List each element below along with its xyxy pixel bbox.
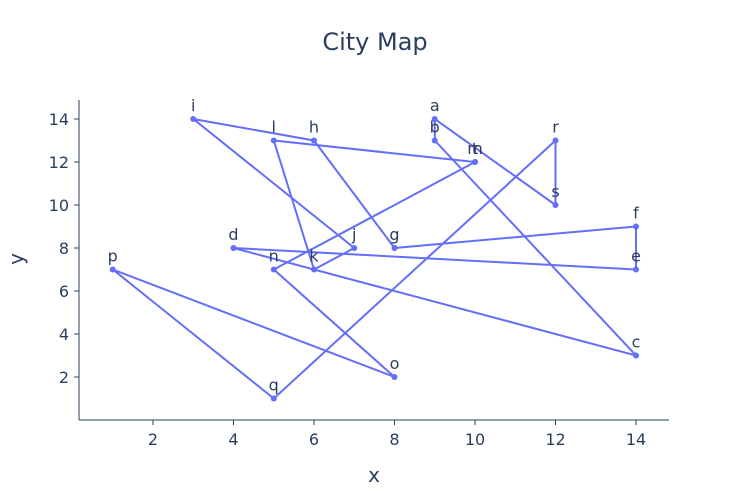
y-tick-label: 2 — [59, 368, 69, 387]
point-label-e: e — [631, 247, 641, 266]
y-tick-label: 8 — [59, 239, 69, 258]
point-r — [552, 137, 559, 144]
y-tick-label: 10 — [49, 196, 69, 215]
point-c — [633, 352, 639, 359]
point-label-a: a — [430, 96, 440, 115]
x-tick-label: 2 — [148, 430, 158, 449]
point-label-d: d — [228, 225, 238, 244]
y-tick-label: 6 — [59, 282, 69, 301]
x-axis-title: x — [368, 463, 380, 487]
point-s — [552, 202, 559, 208]
chart-title: City Map — [322, 28, 427, 56]
point-label-k: k — [309, 247, 319, 266]
point-o — [391, 374, 398, 380]
point-label-j: j — [351, 225, 356, 244]
point-q — [270, 395, 277, 402]
point-e — [633, 266, 639, 273]
point-d — [230, 245, 237, 251]
point-g — [391, 245, 398, 251]
point-t — [472, 159, 478, 165]
route-line — [111, 118, 637, 400]
point-i — [190, 116, 197, 122]
x-tick-label: 10 — [465, 430, 485, 449]
plot-area: 2 4 6 8 10 12 14 2 4 6 8 10 12 14 ab c d e f g h i j k l m n o p q r s t — [49, 96, 669, 449]
point-a — [431, 116, 438, 122]
point-label-i: i — [191, 96, 195, 115]
point-label-q: q — [269, 376, 279, 395]
y-tick-label: 12 — [49, 153, 69, 172]
point-label-m: m — [467, 139, 483, 158]
point-h — [311, 137, 317, 144]
point-label-r: r — [552, 118, 559, 137]
point-label-n: n — [269, 247, 279, 266]
point-f — [633, 223, 639, 230]
x-tick-label: 6 — [309, 430, 319, 449]
x-tick-label: 8 — [389, 430, 399, 449]
point-label-p: p — [108, 247, 118, 266]
point-label-h: h — [309, 118, 319, 137]
point-l — [270, 137, 277, 144]
point-label-f: f — [633, 204, 639, 223]
point-label-b: b — [430, 118, 440, 137]
point-label-t: t — [472, 139, 478, 158]
point-label-g: g — [389, 225, 399, 244]
point-label-l: l — [272, 118, 276, 137]
y-tick-label: 4 — [59, 325, 69, 344]
x-tick-label: 4 — [228, 430, 238, 449]
point-label-c: c — [632, 333, 641, 352]
point-n — [270, 266, 277, 273]
point-p — [109, 266, 116, 273]
point-label-s: s — [551, 182, 559, 201]
x-tick-label: 14 — [626, 430, 646, 449]
y-axis-title: y — [4, 253, 28, 265]
point-j — [351, 245, 358, 251]
y-tick-label: 14 — [49, 110, 69, 129]
point-k — [311, 266, 317, 273]
point-b — [431, 137, 438, 144]
point-label-o: o — [390, 354, 400, 373]
x-tick-label: 12 — [545, 430, 565, 449]
